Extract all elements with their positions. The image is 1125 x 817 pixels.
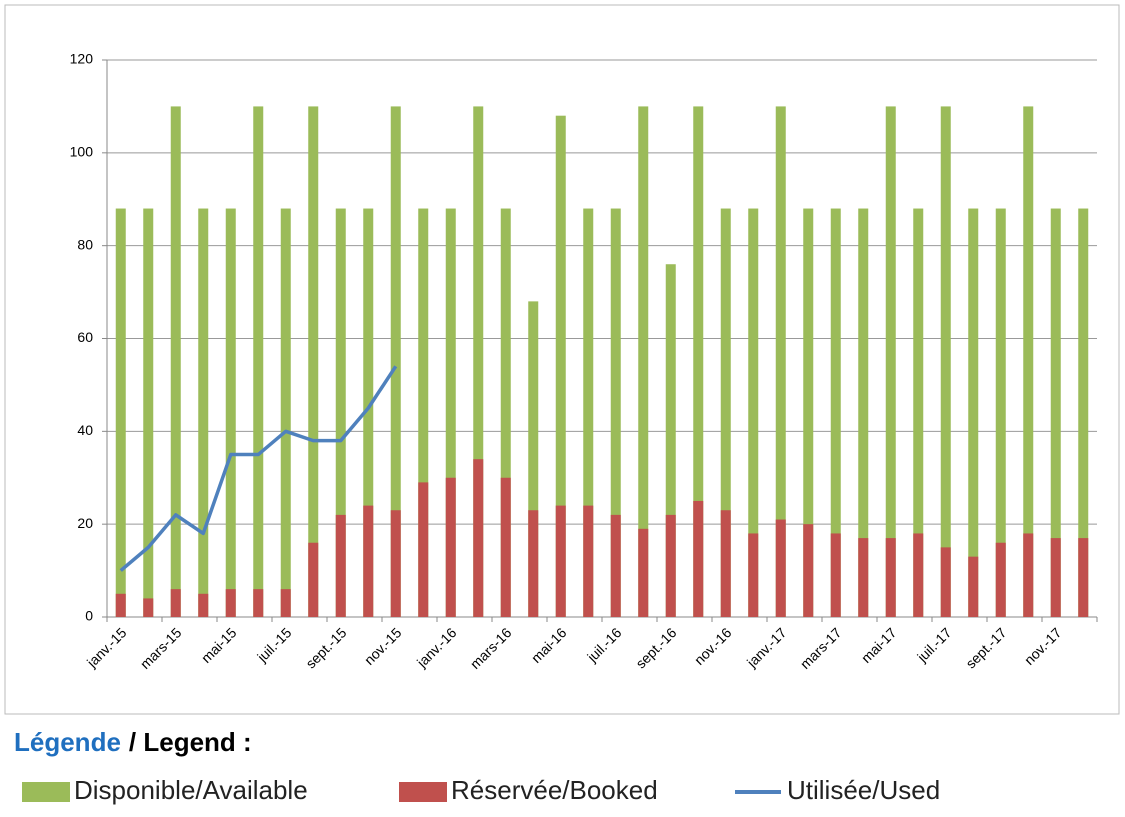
y-tick-label: 100: [70, 144, 94, 160]
bar: [363, 505, 374, 617]
bar: [1050, 208, 1061, 618]
bar: [555, 505, 566, 617]
bar: [693, 106, 704, 618]
y-tick-label: 120: [70, 51, 94, 67]
bar: [583, 208, 594, 618]
bar: [418, 208, 429, 618]
bar: [885, 538, 896, 617]
bar: [913, 208, 924, 618]
bar: [885, 106, 896, 618]
bar: [253, 106, 264, 618]
bar: [995, 208, 1006, 618]
bar: [583, 505, 594, 617]
bar: [748, 533, 759, 617]
bar: [280, 208, 291, 618]
bar: [335, 514, 346, 617]
bar: [665, 264, 676, 617]
bar: [968, 208, 979, 618]
bar: [280, 589, 291, 617]
bar: [170, 106, 181, 618]
bar: [308, 542, 319, 617]
bar: [1023, 533, 1034, 617]
bar: [830, 533, 841, 617]
bar: [1023, 106, 1034, 618]
bar: [995, 542, 1006, 617]
bar: [170, 589, 181, 617]
bar: [913, 533, 924, 617]
bar: [665, 514, 676, 617]
bar: [693, 500, 704, 617]
bar: [610, 208, 621, 618]
bar: [1078, 538, 1089, 617]
bar: [198, 208, 209, 618]
bar: [830, 208, 841, 618]
bar: [555, 115, 566, 617]
legend-label: Disponible/Available: [74, 775, 308, 805]
legend-title: Légende / Legend :: [14, 727, 252, 757]
bar: [390, 106, 401, 618]
y-tick-label: 40: [77, 422, 93, 438]
bar: [115, 208, 126, 618]
bar: [748, 208, 759, 618]
bar: [858, 208, 869, 618]
legend-swatch: [22, 782, 70, 802]
bar: [720, 510, 731, 617]
bar: [638, 106, 649, 618]
bar: [308, 106, 319, 618]
bar: [803, 208, 814, 618]
bar: [253, 589, 264, 617]
bar: [473, 459, 484, 617]
bar: [445, 208, 456, 618]
bar: [445, 477, 456, 617]
bar: [775, 519, 786, 617]
bar: [638, 528, 649, 617]
bar: [418, 482, 429, 617]
bar: [143, 598, 154, 617]
line: [119, 365, 398, 572]
bar: [720, 208, 731, 618]
bar: [858, 538, 869, 617]
bar: [500, 477, 511, 617]
bar: [968, 556, 979, 617]
bar: [500, 208, 511, 618]
bar: [363, 208, 374, 618]
legend-title-fr: Légende: [14, 727, 121, 757]
bar: [610, 514, 621, 617]
bar: [1078, 208, 1089, 618]
bar: [390, 510, 401, 617]
legend-label: Utilisée/Used: [787, 775, 940, 805]
bar: [473, 106, 484, 618]
bar: [1050, 538, 1061, 617]
y-tick-label: 20: [77, 515, 93, 531]
y-tick-label: 80: [77, 236, 93, 252]
legend-title-en: / Legend :: [129, 727, 252, 757]
y-tick-label: 0: [85, 608, 93, 624]
bar: [940, 547, 951, 617]
bar: [528, 510, 539, 617]
bar: [335, 208, 346, 618]
bar: [225, 208, 236, 618]
bar: [775, 106, 786, 618]
bar: [143, 208, 154, 618]
bar: [115, 593, 126, 617]
legend-swatch: [399, 782, 447, 802]
bar: [940, 106, 951, 618]
legend-label: Réservée/Booked: [451, 775, 658, 805]
bar: [225, 589, 236, 617]
bar: [198, 593, 209, 617]
bar: [803, 524, 814, 617]
y-tick-label: 60: [77, 329, 93, 345]
bar: [528, 301, 539, 617]
